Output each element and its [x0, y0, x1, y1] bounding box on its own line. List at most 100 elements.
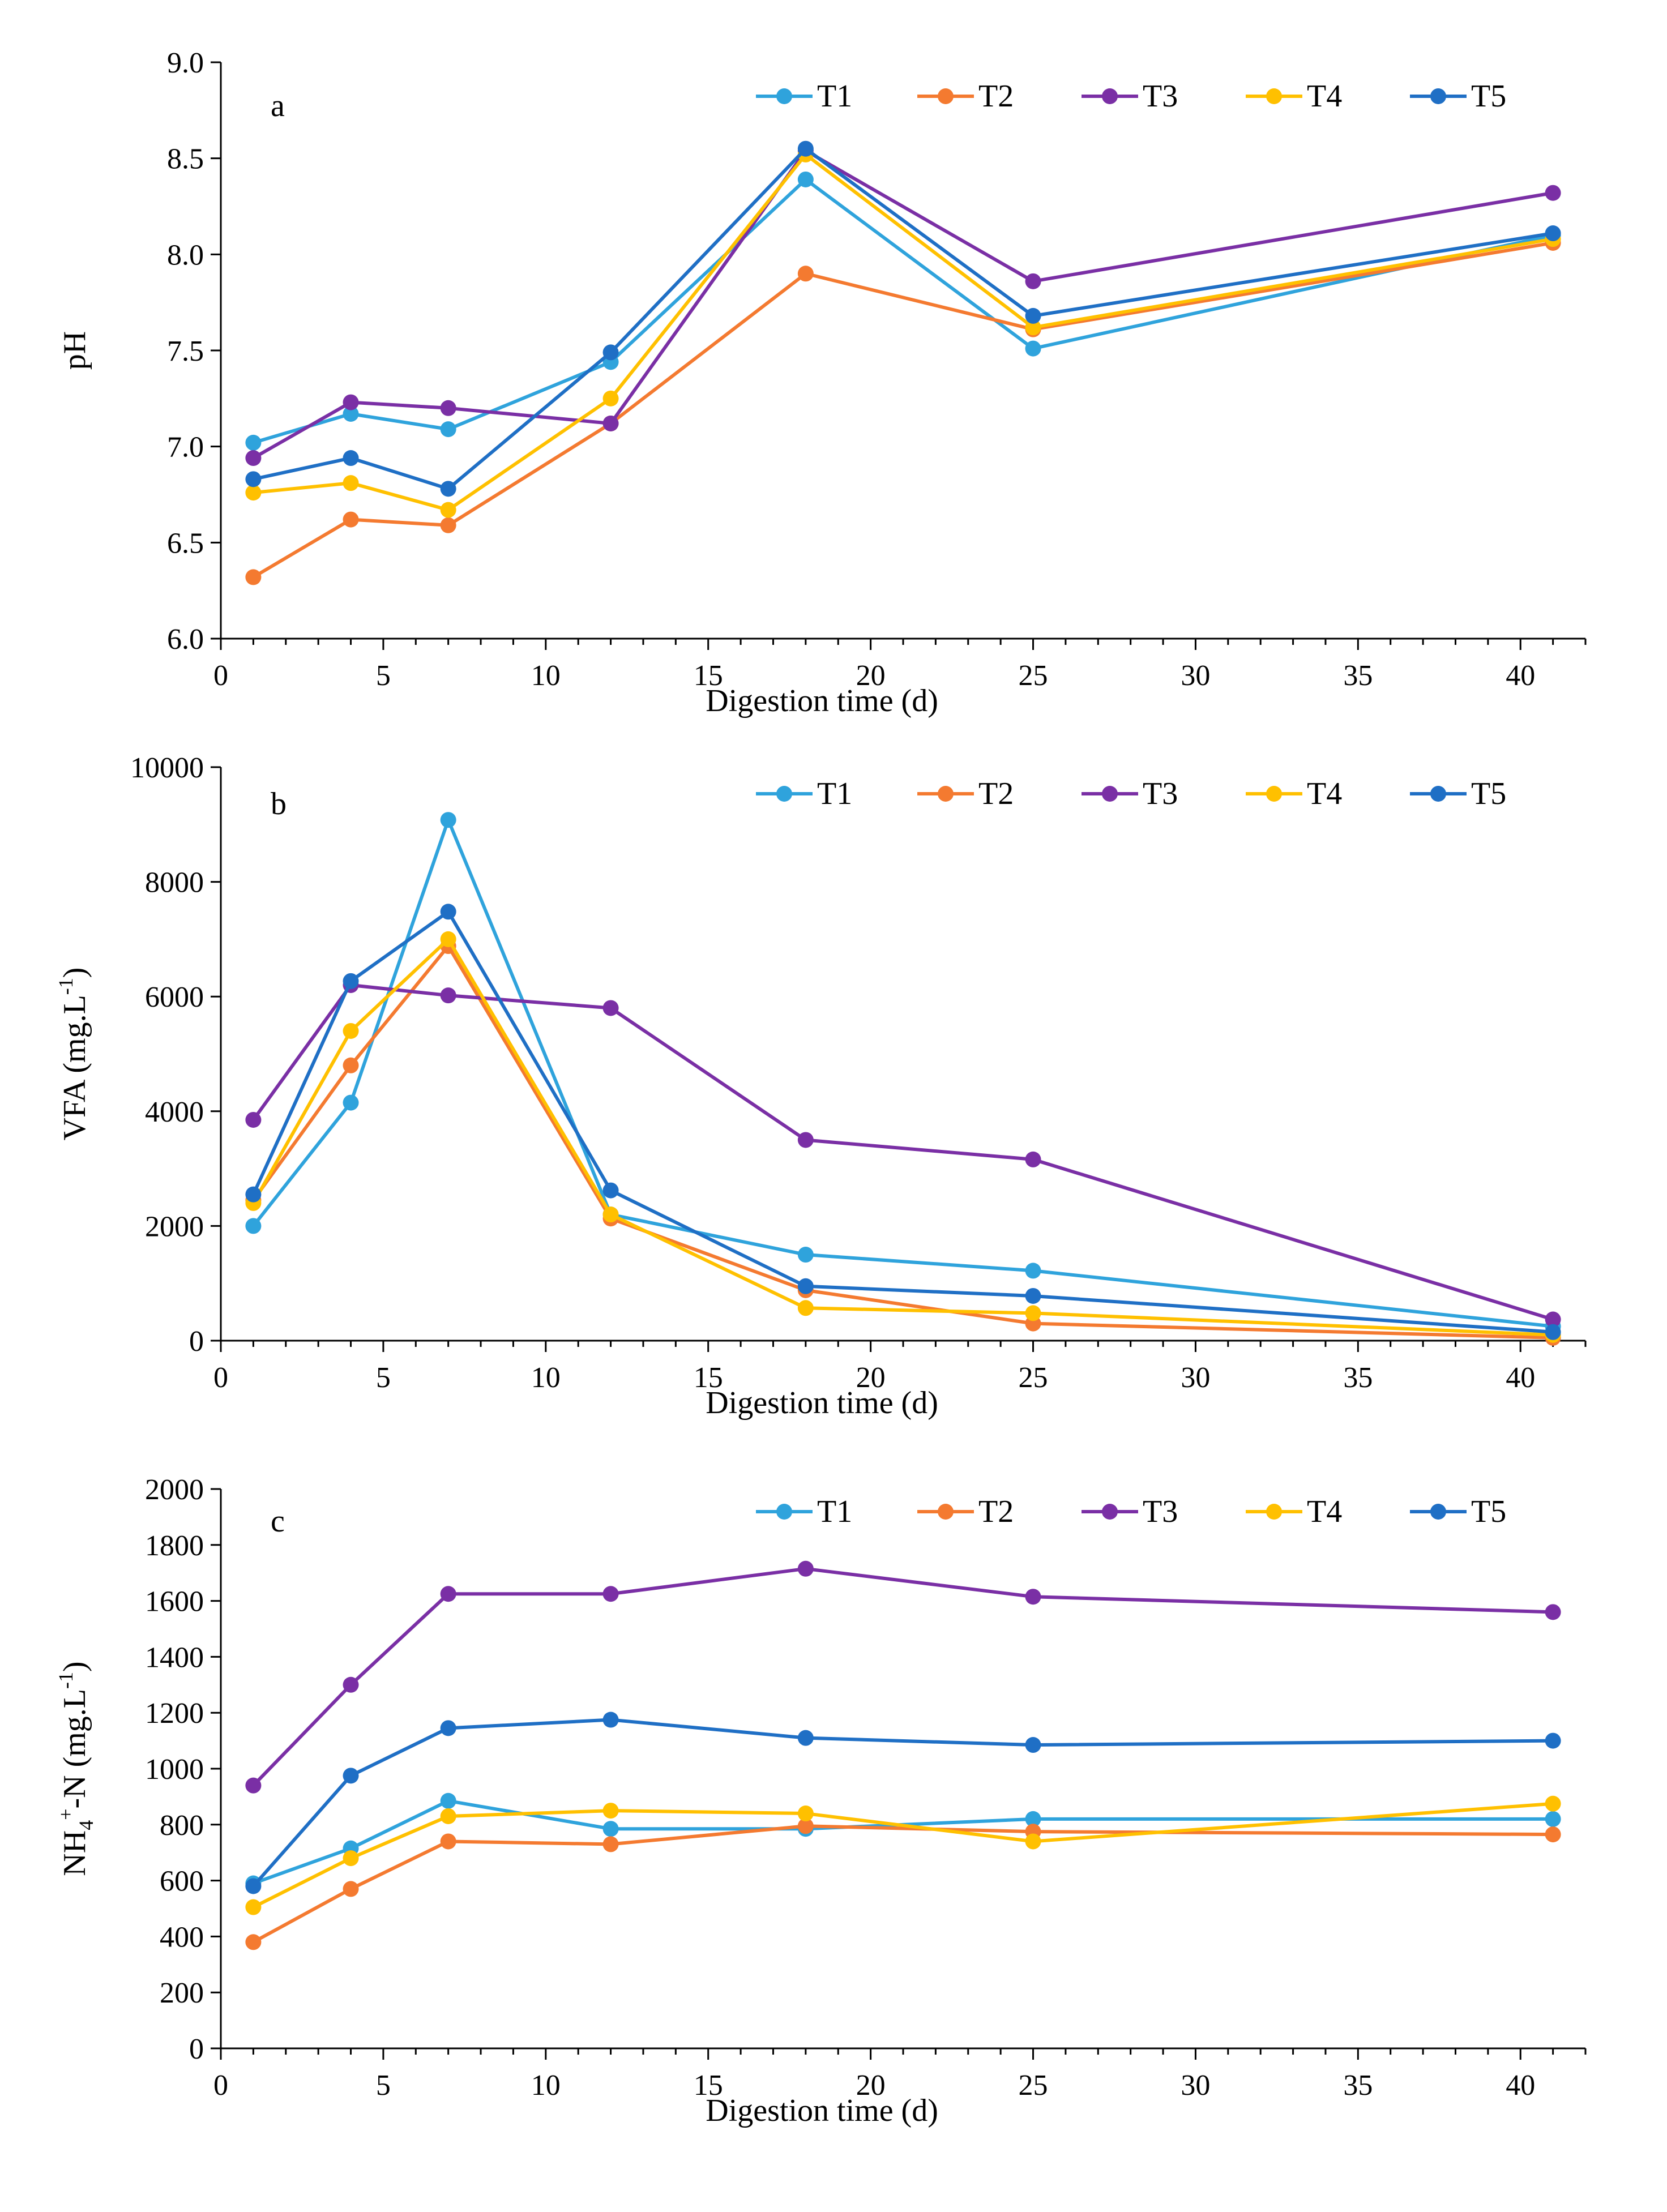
data-point-T3 — [245, 450, 262, 467]
data-point-T1 — [440, 812, 456, 828]
data-point-T1 — [245, 1218, 262, 1234]
x-tick-label: 5 — [376, 2069, 391, 2102]
data-point-T5 — [245, 1878, 262, 1894]
y-tick-label: 600 — [160, 1866, 204, 1898]
data-point-T5 — [797, 140, 814, 157]
data-point-T4 — [1025, 319, 1041, 336]
legend-marker-T2 — [938, 786, 954, 802]
data-point-T3 — [440, 987, 456, 1004]
legend-marker-T2 — [938, 1504, 954, 1520]
y-tick-label: 1000 — [145, 1753, 204, 1786]
series-line-T1 — [252, 818, 1553, 1328]
data-point-T3 — [602, 1000, 619, 1016]
legend-marker-T2 — [938, 88, 954, 104]
data-point-T2 — [797, 266, 814, 282]
data-point-T5 — [797, 1730, 814, 1746]
data-point-T3 — [1545, 185, 1561, 201]
legend-marker-T3 — [1102, 88, 1118, 104]
legend-marker-T5 — [1430, 1504, 1446, 1520]
data-point-T2 — [343, 1057, 359, 1073]
x-tick-label: 15 — [694, 1362, 723, 1394]
data-point-T4 — [245, 1899, 262, 1915]
data-point-T5 — [245, 471, 262, 487]
x-tick-label: 20 — [856, 1362, 886, 1394]
y-tick-label: 800 — [160, 1809, 204, 1842]
x-tick-label: 0 — [213, 660, 228, 692]
legend-label-T3: T3 — [1143, 776, 1178, 811]
legend-marker-T4 — [1266, 88, 1282, 104]
series-T5 — [245, 904, 1561, 1340]
x-axis-label: Digestion time (d) — [706, 2093, 938, 2128]
x-tick-label: 20 — [856, 2069, 886, 2102]
data-point-T5 — [343, 973, 359, 989]
legend-label-T3: T3 — [1143, 1494, 1178, 1529]
data-point-T1 — [797, 171, 814, 187]
data-point-T3 — [1025, 1589, 1041, 1605]
data-point-T4 — [343, 1850, 359, 1867]
legend-marker-T1 — [776, 786, 792, 802]
y-tick-label: 10000 — [130, 752, 204, 784]
data-point-T4 — [602, 1206, 619, 1223]
data-point-T4 — [343, 475, 359, 491]
x-tick-label: 15 — [694, 660, 723, 692]
series-T1 — [245, 812, 1561, 1334]
legend: T1 T2 T3 T4 T5 — [756, 79, 1506, 114]
data-point-T3 — [1025, 273, 1041, 289]
legend-marker-T1 — [776, 1504, 792, 1520]
data-point-T5 — [440, 481, 456, 497]
legend-marker-T4 — [1266, 786, 1282, 802]
chart-panel-c: 0 200 400 600 800 1000 1200 1400 1600 1800 2000 0 5 1… — [54, 1474, 1587, 2128]
x-tick-label: 25 — [1019, 1362, 1048, 1394]
series-T3 — [245, 977, 1561, 1328]
chart-panel-a: 6.0 6.5 7.0 7.5 8.0 8.5 9.0 0 5 10 15 20 25 30 35 40 Dig… — [57, 47, 1587, 718]
legend: T1 T2 T3 T4 T5 — [756, 1494, 1506, 1529]
data-point-T4 — [440, 1808, 456, 1824]
legend-label-T2: T2 — [978, 776, 1014, 811]
data-point-T4 — [797, 1805, 814, 1822]
data-point-T3 — [343, 1676, 359, 1693]
x-tick-label: 10 — [531, 2069, 561, 2102]
data-point-T4 — [1025, 1833, 1041, 1850]
data-point-T2 — [1545, 1826, 1561, 1843]
x-tick-label: 35 — [1343, 1362, 1373, 1394]
series-line-T3 — [251, 983, 1554, 1321]
series-T3 — [245, 143, 1561, 467]
data-point-T4 — [602, 390, 619, 407]
x-axis-label: Digestion time (d) — [706, 683, 938, 718]
y-tick-label: 9.0 — [167, 47, 204, 79]
y-tick-label: 4000 — [145, 1096, 204, 1128]
data-point-T3 — [1025, 1151, 1041, 1167]
x-tick-label: 5 — [376, 1362, 391, 1394]
data-point-T5 — [1025, 1737, 1041, 1753]
series-T4 — [245, 1795, 1561, 1915]
data-point-T4 — [797, 1300, 814, 1316]
data-point-T3 — [797, 1132, 814, 1148]
data-point-T5 — [1545, 1732, 1561, 1749]
legend-marker-T5 — [1430, 786, 1446, 802]
x-tick-label: 0 — [213, 1362, 228, 1394]
data-point-T5 — [797, 1278, 814, 1294]
data-point-T3 — [440, 1586, 456, 1602]
y-axis-label: pH — [57, 331, 92, 370]
series-T3 — [245, 1560, 1561, 1794]
x-tick-label: 0 — [213, 2069, 228, 2102]
series-T2 — [245, 1818, 1561, 1950]
data-point-T5 — [1545, 225, 1561, 242]
y-tick-label: 1400 — [145, 1641, 204, 1674]
y-tick-label: 7.0 — [167, 431, 204, 464]
y-tick-label: 1600 — [145, 1586, 204, 1618]
data-point-T4 — [245, 485, 262, 501]
data-point-T5 — [343, 450, 359, 467]
data-point-T2 — [245, 569, 262, 585]
data-point-T1 — [1545, 1811, 1561, 1827]
y-tick-label: 200 — [160, 1977, 204, 2009]
y-tick-label: 8.5 — [167, 143, 204, 176]
y-tick-label: 400 — [160, 1921, 204, 1953]
x-tick-label: 40 — [1506, 1362, 1535, 1394]
data-point-T5 — [1025, 307, 1041, 324]
data-point-T5 — [602, 1182, 619, 1199]
panel-label: c — [271, 1504, 285, 1539]
series-line-T5 — [251, 910, 1553, 1334]
x-tick-label: 40 — [1506, 660, 1535, 692]
data-point-T3 — [602, 1586, 619, 1602]
